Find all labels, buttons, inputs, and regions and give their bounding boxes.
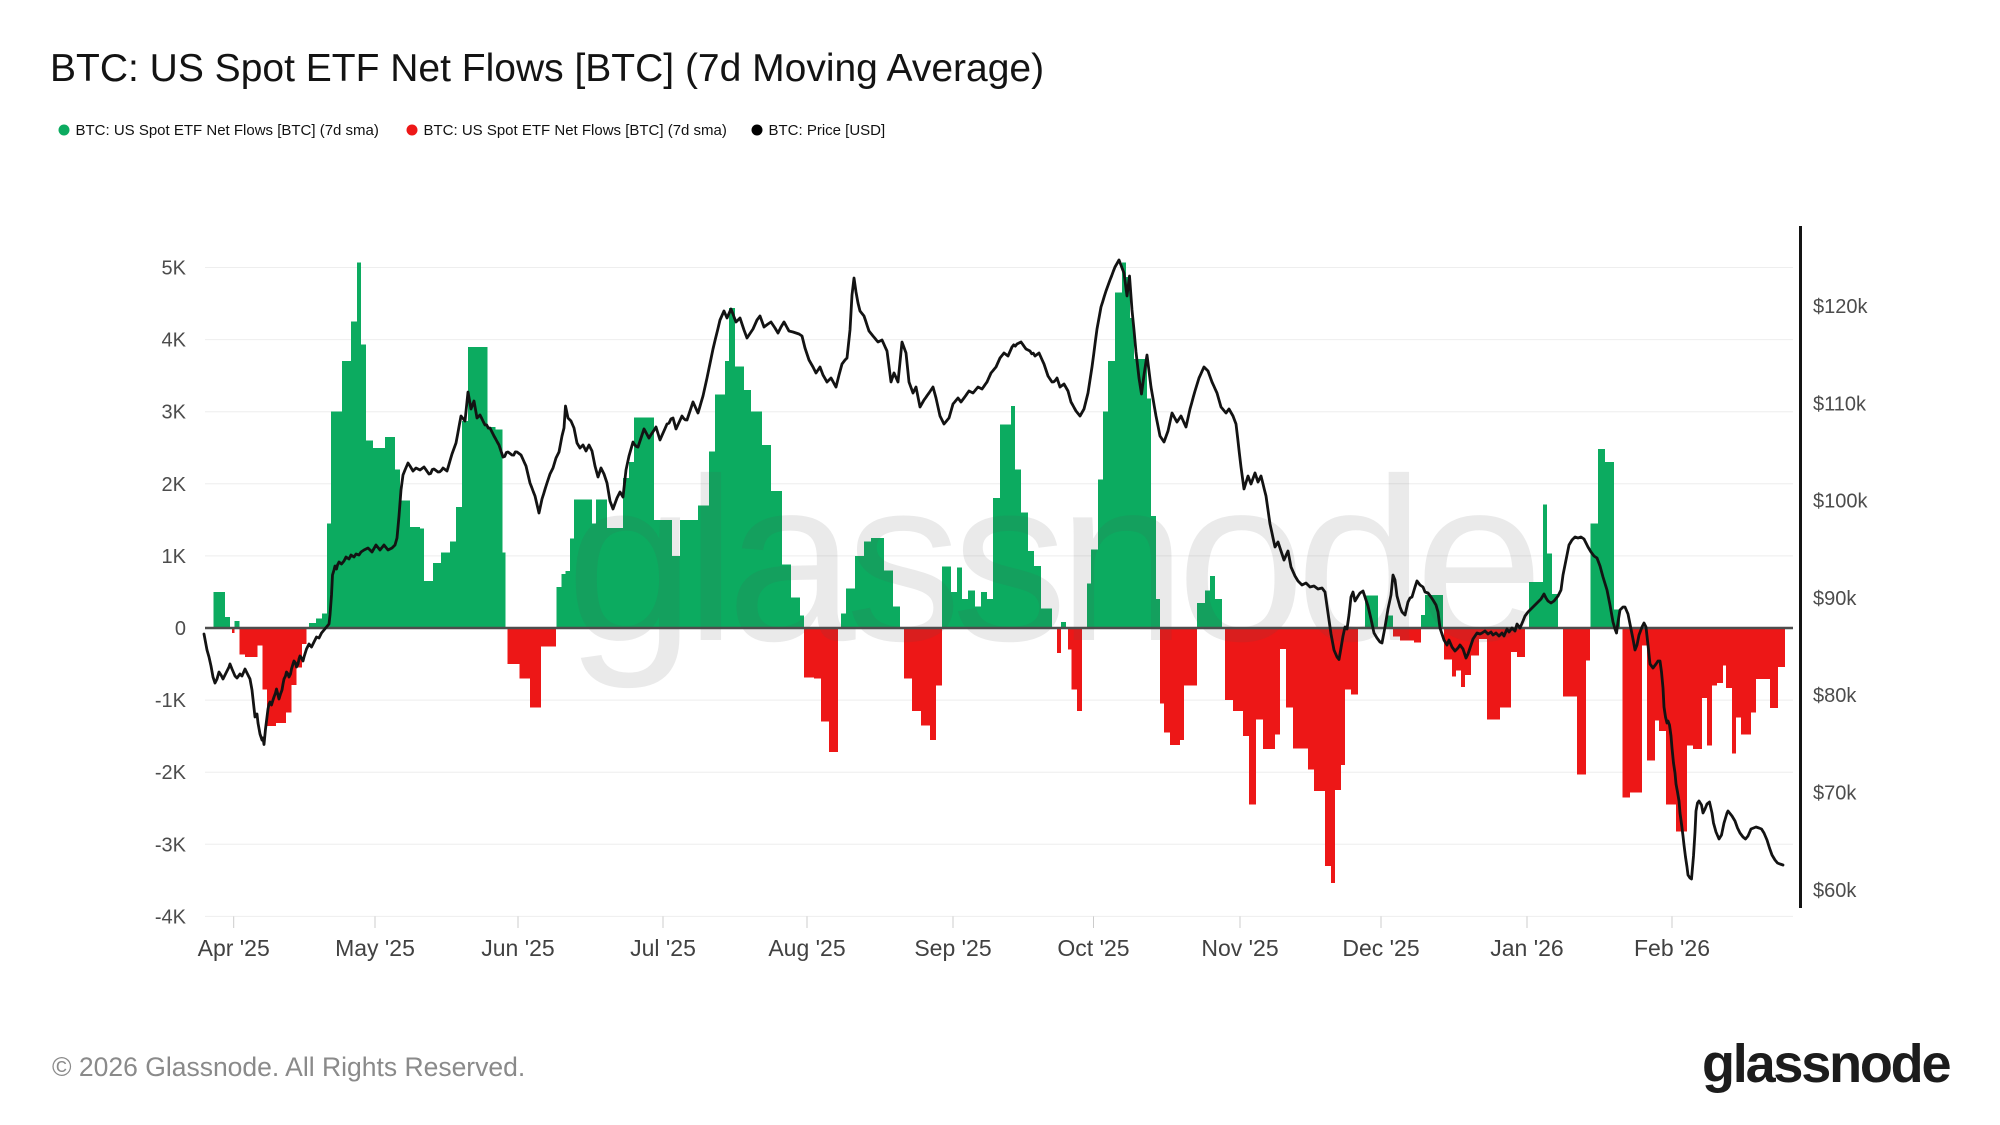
svg-text:$90k: $90k	[1813, 588, 1857, 610]
svg-text:Oct '25: Oct '25	[1057, 935, 1129, 961]
svg-text:2K: 2K	[162, 474, 187, 496]
svg-text:Aug '25: Aug '25	[768, 935, 845, 961]
svg-text:May '25: May '25	[335, 935, 415, 961]
svg-text:-4K: -4K	[155, 906, 187, 928]
svg-text:BTC: US Spot ETF Net Flows [BT: BTC: US Spot ETF Net Flows [BTC] (7d sma…	[76, 122, 379, 139]
svg-text:4K: 4K	[162, 330, 187, 352]
svg-text:Nov '25: Nov '25	[1201, 935, 1278, 961]
svg-text:0: 0	[175, 618, 186, 640]
svg-text:$70k: $70k	[1813, 783, 1857, 805]
svg-text:$100k: $100k	[1813, 491, 1868, 513]
svg-text:glassnode: glassnode	[566, 431, 1534, 690]
svg-text:glassnode: glassnode	[1702, 1034, 1950, 1094]
svg-text:3K: 3K	[162, 402, 187, 424]
svg-text:-2K: -2K	[155, 762, 187, 784]
svg-text:BTC: US Spot ETF Net Flows [BT: BTC: US Spot ETF Net Flows [BTC] (7d Mov…	[50, 47, 1044, 90]
svg-text:Jun '25: Jun '25	[481, 935, 554, 961]
svg-text:-1K: -1K	[155, 690, 187, 712]
svg-text:BTC: US Spot ETF Net Flows [BT: BTC: US Spot ETF Net Flows [BTC] (7d sma…	[424, 122, 727, 139]
svg-text:5K: 5K	[162, 258, 187, 280]
svg-text:Jul '25: Jul '25	[630, 935, 696, 961]
svg-text:BTC: Price [USD]: BTC: Price [USD]	[769, 122, 886, 139]
svg-text:Dec '25: Dec '25	[1342, 935, 1419, 961]
svg-text:© 2026 Glassnode. All Rights R: © 2026 Glassnode. All Rights Reserved.	[52, 1052, 525, 1082]
svg-text:$80k: $80k	[1813, 685, 1857, 707]
svg-text:Apr '25: Apr '25	[198, 935, 270, 961]
svg-text:1K: 1K	[162, 546, 187, 568]
svg-text:$120k: $120k	[1813, 296, 1868, 318]
svg-text:-3K: -3K	[155, 834, 187, 856]
svg-text:$110k: $110k	[1813, 393, 1867, 415]
svg-text:Jan '26: Jan '26	[1490, 935, 1563, 961]
svg-text:Sep '25: Sep '25	[914, 935, 991, 961]
svg-text:Feb '26: Feb '26	[1634, 935, 1710, 961]
svg-text:$60k: $60k	[1813, 880, 1857, 902]
